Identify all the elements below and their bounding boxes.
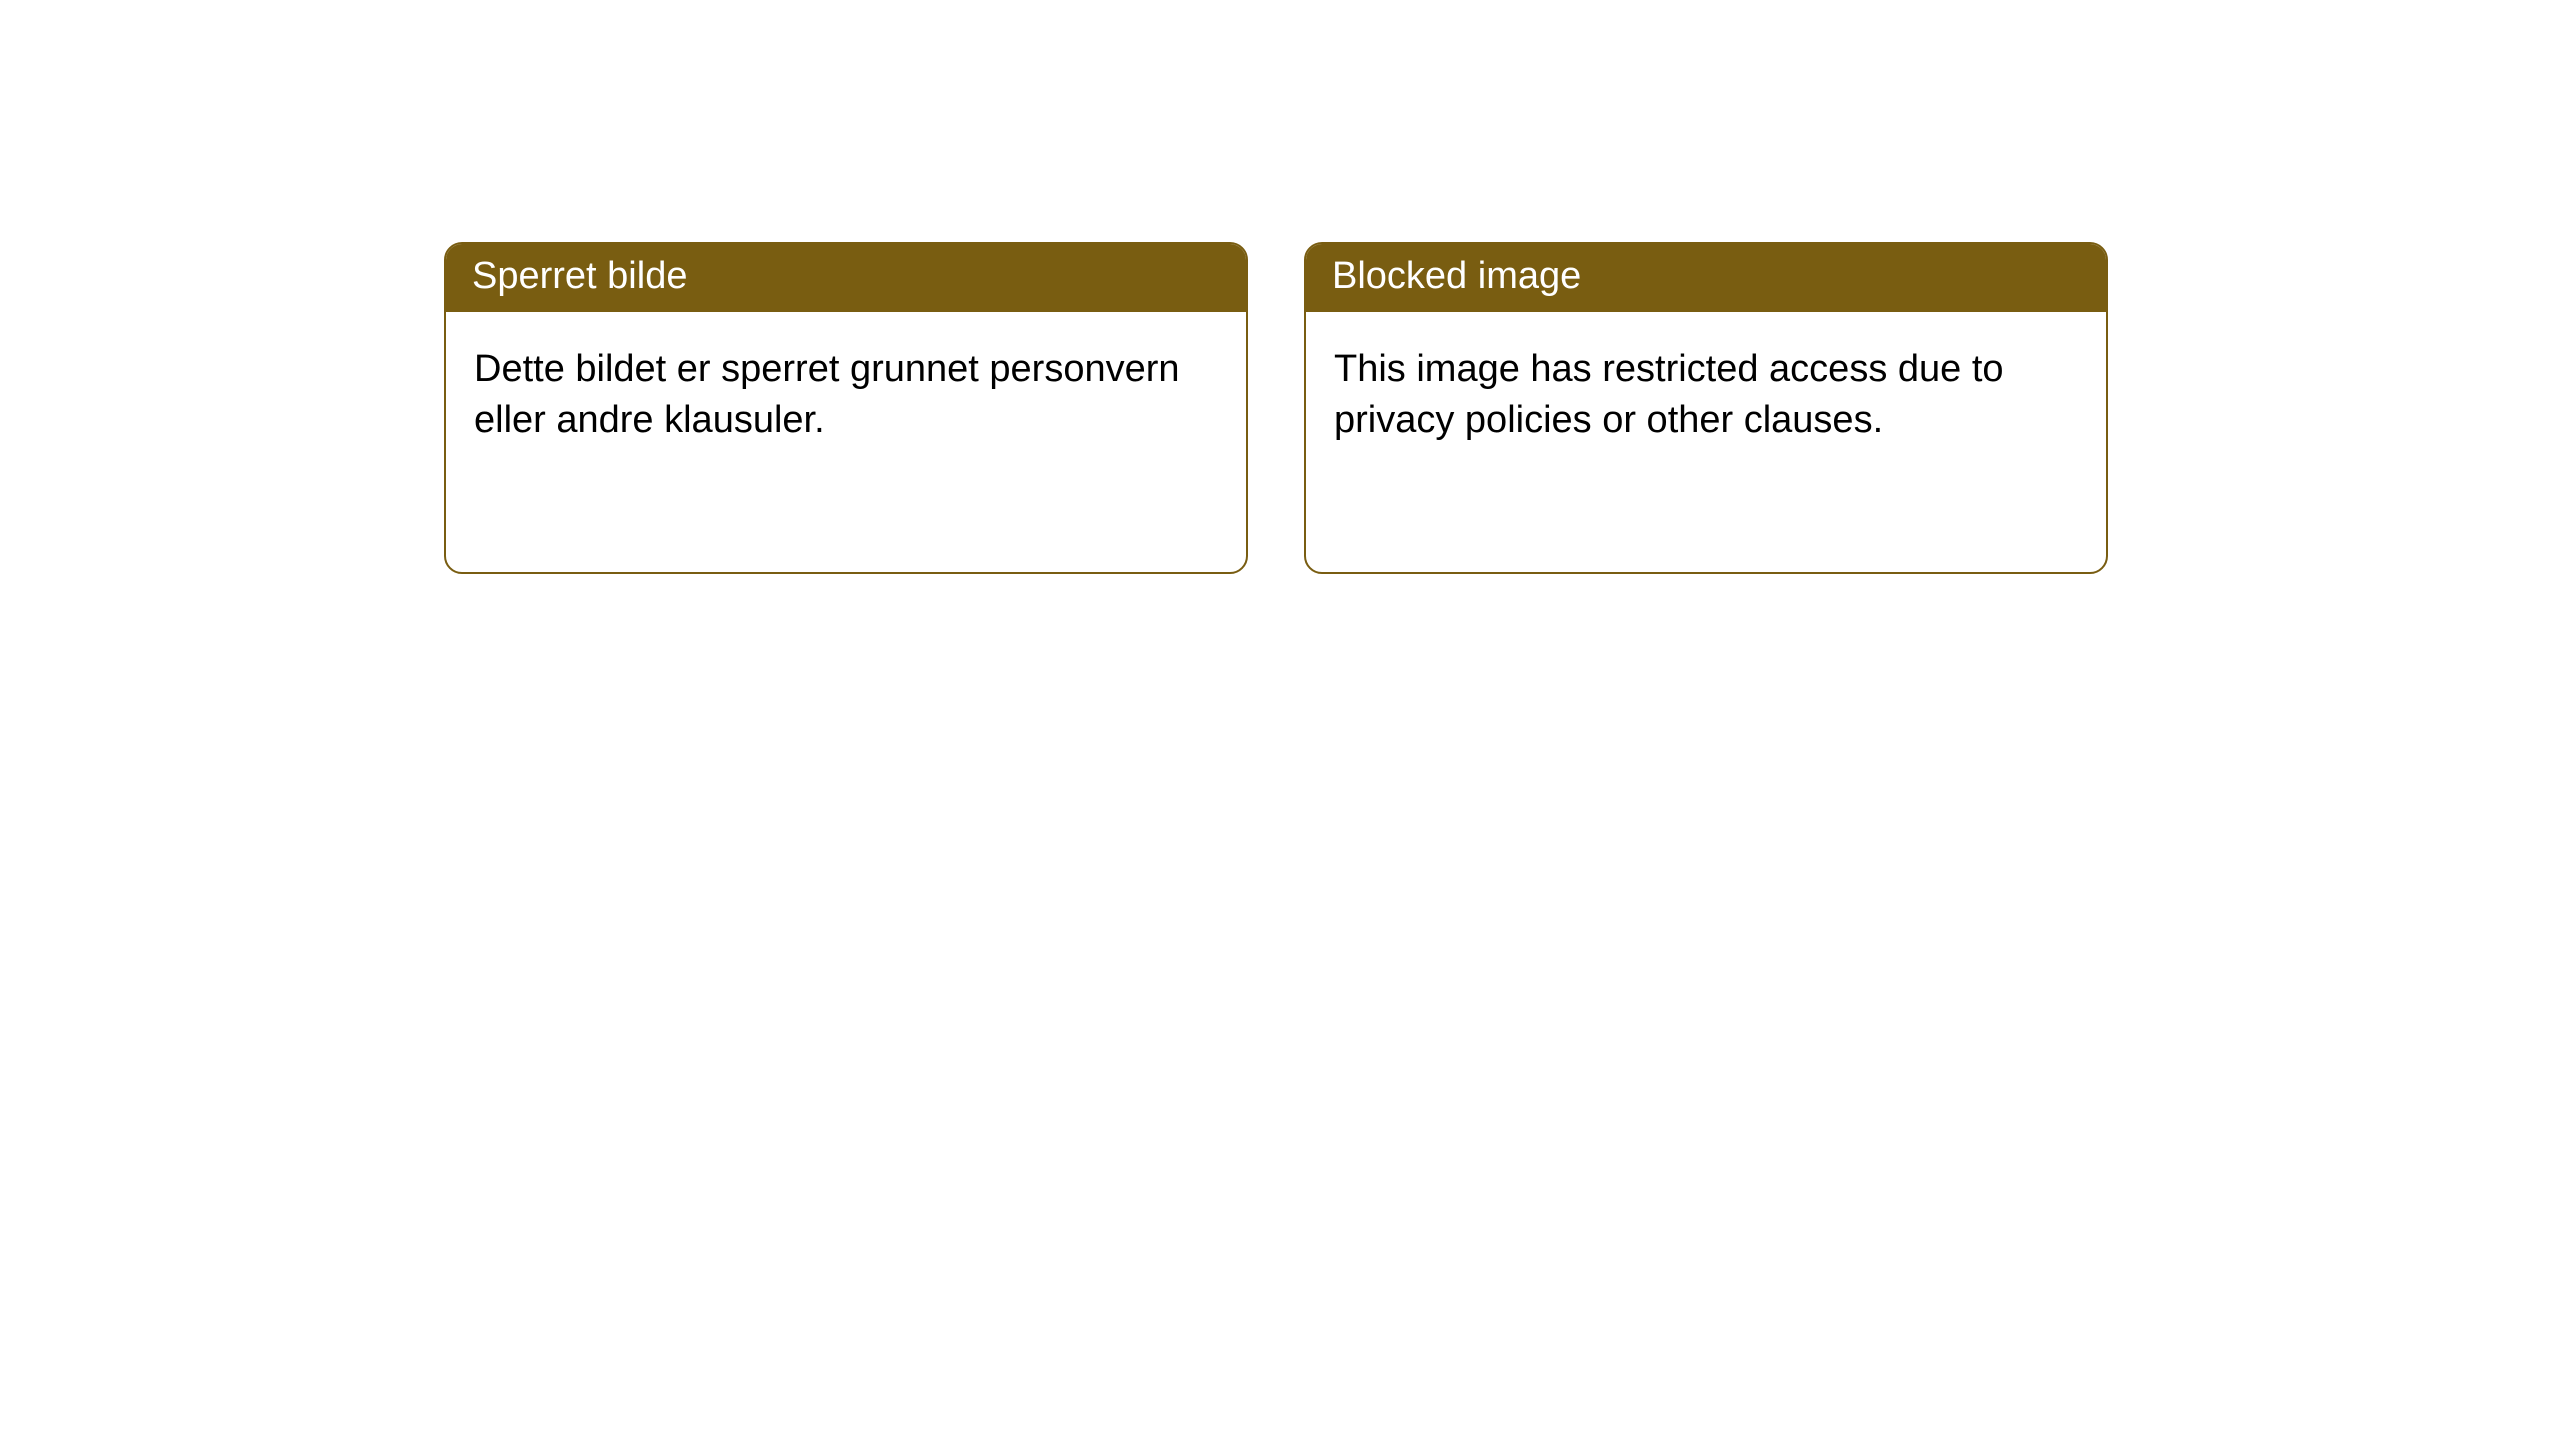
blocked-image-card-no: Sperret bilde Dette bildet er sperret gr…	[444, 242, 1248, 574]
notice-cards-container: Sperret bilde Dette bildet er sperret gr…	[0, 0, 2560, 574]
blocked-image-card-en: Blocked image This image has restricted …	[1304, 242, 2108, 574]
card-body-text: Dette bildet er sperret grunnet personve…	[446, 312, 1246, 479]
card-header: Blocked image	[1306, 244, 2106, 312]
card-body-text: This image has restricted access due to …	[1306, 312, 2106, 479]
card-header: Sperret bilde	[446, 244, 1246, 312]
